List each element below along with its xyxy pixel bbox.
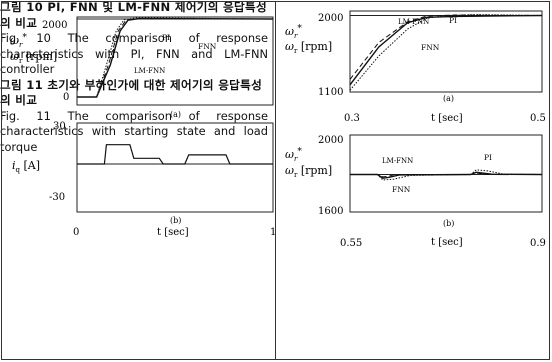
fig10b-ytick-top: 30 (53, 121, 66, 132)
fig10-xtick-start: 0 (73, 227, 79, 238)
fig11b-curves-series-lm-fnn (350, 172, 542, 178)
fig10a-panel: 2000 0 ωr* ωr [rpm] PI FNN LM-FNN (a) (10, 16, 274, 119)
fig11b-ylabel: ωr [rpm] (285, 164, 332, 179)
fig11b-xtick-start: 0.55 (340, 238, 362, 249)
fig10a-curves (77, 17, 274, 98)
fig11b-curves (350, 169, 543, 181)
fig10b-ytick-bottom: -30 (49, 192, 65, 203)
fig10a-label-pi: PI (162, 33, 170, 42)
fig11b-tag: (b) (443, 219, 454, 228)
fig11a-ylabel-ref: ωr* (285, 24, 302, 40)
fig11b-curves-series-fnn (350, 171, 543, 179)
figure11-caption-english: Fig. 11 The comparison of response chara… (0, 108, 268, 154)
fig10a-ylabel-ref: ωr* (10, 33, 27, 49)
figure10-caption-korean: 그림 10 PI, FNN 및 LM-FNN 제어기의 응답특성의 비교 (0, 0, 267, 30)
fig11a-curves-series-pi (349, 14, 543, 91)
fig11a-ytick-bottom: 1100 (318, 87, 343, 98)
fig10a-curves-series-fnn (77, 17, 274, 98)
fig11a-xtick-start: 0.3 (344, 113, 360, 124)
fig11b-axes-box (349, 134, 543, 213)
fig11a-panel: 2000 1100 ωr* ωr [rpm] LM-FNN PI FNN (a)… (285, 10, 546, 124)
fig10a-label-lmfnn: LM-FNN (134, 67, 165, 75)
figure10-caption: 그림 10 PI, FNN 및 LM-FNN 제어기의 응답특성의 비교 Fig… (0, 0, 268, 78)
figure11-caption-korean: 그림 11 초기와 부하인가에 대한 제어기의 응답특성의 비교 (0, 77, 263, 108)
fig10a-ytick-bottom: 0 (63, 92, 69, 103)
fig10a-label-fnn: FNN (198, 42, 217, 51)
fig11b-ylabel-ref: ωr* (285, 147, 302, 163)
panel-divider (275, 1, 276, 360)
fig11b-label-fnn: FNN (392, 185, 411, 194)
fig10a-tag: (a) (170, 110, 181, 119)
fig11a-ylabel: ωr [rpm] (285, 40, 332, 55)
fig10b-axes-box (76, 122, 274, 213)
fig10b-panel: 30 -30 iq [A] (b) 0 1 t [sec] (12, 121, 276, 238)
fig11b-panel: 2000 1600 ωr* ωr [rpm] LM-FNN PI FNN (b)… (285, 134, 546, 249)
fig11b-ytick-bottom: 1600 (318, 206, 343, 217)
fig11a-label-lmfnn: LM-FNN (398, 18, 429, 26)
fig11a-curves-series-lm-fnn (349, 14, 543, 80)
fig10-xtick-end: 1 (270, 227, 276, 238)
fig11a-curves (349, 14, 543, 91)
fig10a-curves-series-lm-fnn (77, 18, 274, 98)
fig10b-curves (77, 144, 273, 165)
fig11a-xtick-end: 0.5 (530, 113, 546, 124)
fig11b-xlabel: t [sec] (431, 237, 463, 248)
figure11-caption: 그림 11 초기와 부하인가에 대한 제어기의 응답특성의 비교 Fig. 11… (0, 78, 268, 156)
fig10a-axes-box (76, 16, 274, 106)
fig10a-ylabel: ωr [rpm] (10, 50, 57, 65)
fig11a-tag: (a) (443, 94, 454, 103)
fig11a-label-pi: PI (449, 16, 457, 25)
fig11a-ytick-top: 2000 (318, 13, 343, 24)
figure10-caption-english: Fig. 10 The comparison of response chara… (0, 31, 268, 76)
fig11b-ytick-top: 2000 (318, 135, 343, 146)
fig11b-label-lmfnn: LM-FNN (382, 157, 413, 165)
fig10-xlabel: t [sec] (157, 227, 189, 238)
fig10b-ylabel: iq [A] (12, 159, 40, 174)
fig11a-axes-box (349, 10, 543, 93)
fig10a-curves-series-pi (77, 17, 274, 98)
fig10a-ytick-top: 2000 (42, 20, 67, 31)
fig10b-curves-series-current (77, 144, 273, 165)
fig10b-tag: (b) (170, 216, 181, 225)
fig11a-label-fnn: FNN (421, 43, 440, 52)
fig11a-curves-series-fnn (349, 14, 543, 86)
fig11b-label-pi: PI (484, 153, 492, 162)
fig11b-xtick-end: 0.9 (530, 238, 546, 249)
fig11a-xlabel: t [sec] (431, 113, 463, 124)
